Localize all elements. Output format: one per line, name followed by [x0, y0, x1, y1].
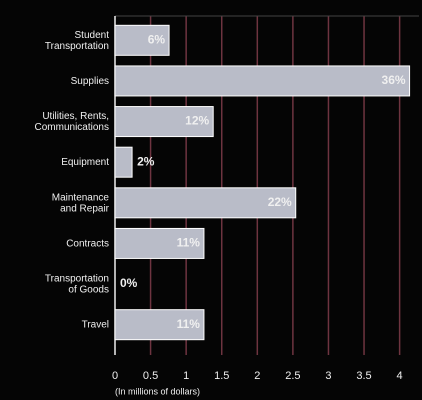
y-tick-label: Utilities, Rents, Communications	[35, 111, 109, 133]
bar	[114, 309, 205, 341]
bar	[114, 146, 133, 178]
x-tick-label: 2	[254, 370, 260, 382]
y-tick-label: Maintenance and Repair	[52, 192, 110, 214]
x-tick-label: 0.5	[143, 370, 158, 382]
bar-label: 22%	[268, 195, 292, 209]
y-tick-label: Supplies	[71, 76, 109, 87]
x-tick-label: 1.5	[214, 370, 229, 382]
x-tick-label: 1	[183, 370, 189, 382]
bar	[114, 65, 411, 97]
x-tick-label: 2.5	[285, 370, 300, 382]
bar-label: 36%	[382, 73, 406, 87]
bar-label: 0%	[120, 276, 138, 290]
bar-label: 2%	[137, 154, 155, 168]
x-tick-label: 3	[325, 370, 331, 382]
y-tick-label: Contracts	[66, 238, 109, 249]
y-tick-label: Equipment	[61, 157, 109, 168]
x-tick-label: 4	[397, 370, 403, 382]
y-tick-label: Student Transportation	[45, 29, 109, 51]
y-tick-label: Travel	[82, 319, 109, 330]
bar-label: 6%	[148, 32, 166, 46]
x-axis-label: (In millions of dollars)	[115, 386, 200, 396]
y-tick-label: Transportation of Goods	[45, 273, 109, 295]
bar-label: 12%	[185, 114, 209, 128]
bar-label: 11%	[177, 236, 201, 250]
bar	[114, 227, 205, 259]
bar	[114, 24, 170, 56]
x-tick-label: 0	[112, 370, 118, 382]
x-tick-label: 3.5	[356, 370, 371, 382]
bar-label: 11%	[177, 317, 201, 331]
bar	[114, 187, 297, 219]
bar	[114, 106, 214, 138]
